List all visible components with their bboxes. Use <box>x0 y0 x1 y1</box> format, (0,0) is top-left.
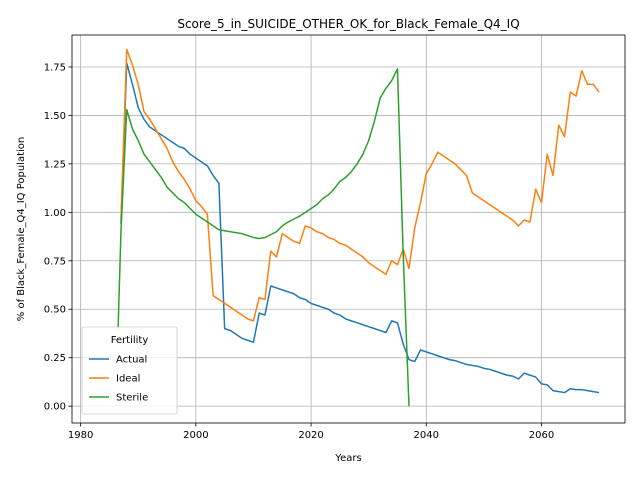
legend-items: Actual Ideal Sterile <box>89 355 148 404</box>
y-tick-label: 1.25 <box>44 159 66 170</box>
x-tick-label: 2040 <box>414 430 439 441</box>
y-axis-label: % of Black_Female_Q4_IQ Population <box>16 137 27 321</box>
x-axis-label: Years <box>334 453 361 464</box>
x-tick-label: 2000 <box>183 430 208 441</box>
ticks: 1980 2000 2020 2040 2060 0.00 0.25 0.50 0.75 1.00… <box>44 62 554 441</box>
legend-title: Fertility <box>111 335 149 346</box>
y-tick-label: 0.00 <box>44 402 66 413</box>
legend-label-actual: Actual <box>116 355 147 366</box>
series-group <box>117 48 600 407</box>
chart-title: Score_5_in_SUICIDE_OTHER_OK_for_Black_Fe… <box>177 17 519 31</box>
legend: Fertility Actual Ideal Sterile <box>81 326 178 415</box>
series-line-sterile <box>117 68 410 407</box>
legend-box <box>81 326 178 415</box>
y-tick-label: 0.75 <box>44 256 66 267</box>
y-tick-label: 1.75 <box>44 62 66 73</box>
legend-label-ideal: Ideal <box>116 374 140 385</box>
legend-label-sterile: Sterile <box>116 393 148 404</box>
plot-frame <box>71 34 626 424</box>
y-tick-label: 1.50 <box>44 111 66 122</box>
x-tick-label: 1980 <box>68 430 93 441</box>
y-tick-label: 1.00 <box>44 208 66 219</box>
series-line-actual <box>120 62 600 394</box>
x-tick-label: 2060 <box>529 430 554 441</box>
series-line-ideal <box>120 48 600 322</box>
y-tick-label: 0.50 <box>44 305 66 316</box>
x-tick-label: 2020 <box>298 430 323 441</box>
y-tick-label: 0.25 <box>44 353 66 364</box>
grid <box>72 35 625 423</box>
